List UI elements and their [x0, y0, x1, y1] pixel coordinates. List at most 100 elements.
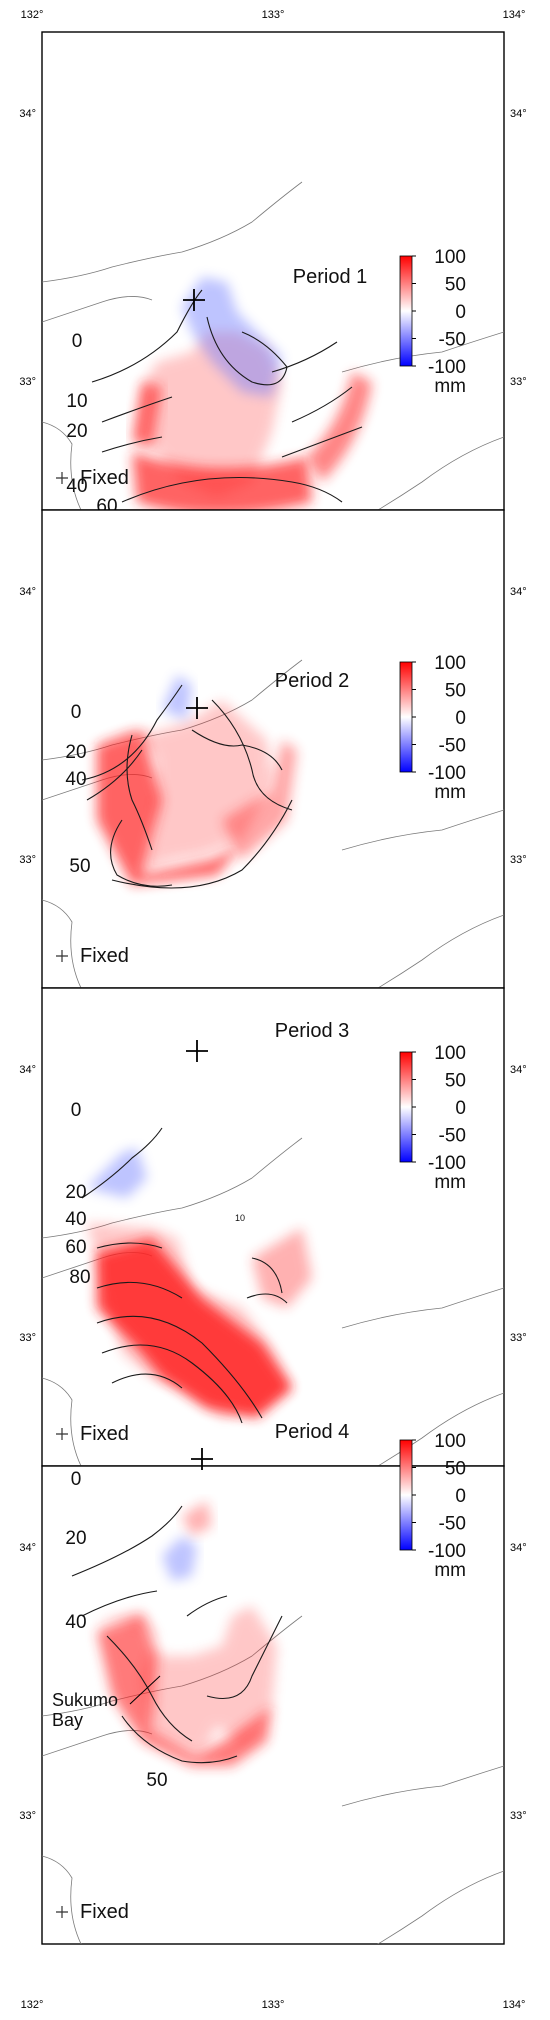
coastline [42, 1377, 82, 1466]
colorbar-tick-label: 50 [445, 275, 466, 296]
colorbar-tick-label: 0 [455, 708, 466, 729]
fixed-station-marker [191, 1448, 213, 1470]
colorbar-gradient [399, 661, 413, 773]
contour-line [101, 436, 163, 453]
contour-line [121, 1715, 238, 1764]
contour-label: 20 [65, 1182, 86, 1203]
colorbar-tick-label: -100 [428, 1541, 466, 1562]
colorbar-tick-label: 0 [455, 302, 466, 323]
uplift-core [182, 1501, 212, 1536]
panel-title: Period 2 [275, 670, 350, 692]
coastline [341, 331, 504, 373]
map-panel-1: Period 1010204060Fixed34°33°34°33°100500… [19, 31, 527, 517]
bottom-tick-133: 133° [262, 1999, 285, 2011]
lat-tick-right: 34° [510, 1542, 527, 1554]
coastline [377, 1870, 504, 1944]
fixed-station-marker [183, 289, 205, 311]
colorbar-unit: mm [434, 376, 466, 397]
colorbar-tick-label: 100 [434, 653, 466, 674]
colorbar-tick-label: 50 [445, 681, 466, 702]
map-panel-2: Period 2 0 20 40 50 Fixed 34° 33° 34° 33° 100 50 0 -5… [19, 509, 527, 989]
subsidence-field [162, 1536, 197, 1581]
lat-tick-left: 34° [19, 1542, 36, 1554]
uplift-field [97, 1606, 277, 1756]
contour-line [81, 684, 183, 781]
contour-label: 40 [65, 769, 86, 790]
contour-label: 20 [66, 421, 87, 442]
contour-line [81, 1127, 163, 1199]
colorbar-gradient [399, 1051, 413, 1163]
lat-tick-left: 34° [19, 586, 36, 598]
contour-line [101, 396, 173, 423]
colorbar-tick-label: -50 [439, 1514, 466, 1535]
contour-label: 0 [71, 702, 82, 723]
contour-label: 40 [66, 476, 87, 497]
fixed-station-marker [186, 1040, 208, 1062]
colorbar-unit: mm [434, 1560, 466, 1581]
colorbar-tick-label: 100 [434, 1431, 466, 1452]
coastline [42, 899, 82, 988]
lat-tick-right: 33° [510, 376, 527, 388]
coastline [341, 1765, 504, 1807]
colorbar-tick-label: 50 [445, 1459, 466, 1480]
panel-title: Period 1 [293, 266, 368, 288]
coastline [341, 809, 504, 851]
colorbar-tick-label: -50 [439, 330, 466, 351]
coastline [42, 296, 153, 323]
contour-line [71, 1505, 183, 1577]
colorbar-tick-label: 100 [434, 247, 466, 268]
lat-tick-left: 33° [19, 376, 36, 388]
uplift-core [97, 730, 242, 885]
coastline [377, 436, 504, 510]
legend-fixed-marker [56, 1906, 68, 1918]
lat-tick-left: 33° [19, 854, 36, 866]
colorbar-gradient [399, 1439, 413, 1551]
lat-tick-left: 34° [19, 108, 36, 120]
top-tick-132: 132° [21, 9, 44, 21]
uplift-core [222, 740, 297, 860]
panel-title: Period 3 [275, 1020, 350, 1042]
panel-frame [41, 31, 505, 511]
coastline [42, 181, 303, 283]
colorbar-tick-label: 0 [455, 1486, 466, 1507]
lat-tick-right: 33° [510, 1332, 527, 1344]
contour-label: 0 [71, 1100, 82, 1121]
contour-line [246, 1293, 288, 1304]
contour-line [211, 699, 293, 811]
contour-line [111, 1373, 183, 1389]
uplift-core [132, 382, 162, 447]
colorbar-tick-label: 0 [455, 1098, 466, 1119]
colorbar-tick-label: -100 [428, 1153, 466, 1174]
contour-line [191, 729, 283, 771]
uplift-core [252, 1228, 312, 1308]
contour-label: 80 [69, 1267, 90, 1288]
colorbar-tick-label: -100 [428, 357, 466, 378]
top-tick-134: 134° [503, 9, 526, 21]
contour-label: 40 [65, 1612, 86, 1633]
contour-line [101, 1344, 243, 1424]
legend-fixed-marker [56, 1428, 68, 1440]
legend-fixed-marker [56, 472, 68, 484]
lat-tick-left: 33° [19, 1332, 36, 1344]
uplift-core [132, 452, 312, 510]
map-panel-3: Period 3 0 20 40 60 80 10 Fixed 34° 33° 34° 33° 100 5… [19, 987, 527, 1467]
contour-line [186, 1595, 228, 1617]
contour-label: 60 [65, 1237, 86, 1258]
subsidence-field [162, 675, 192, 720]
coastline [341, 1287, 504, 1329]
subsidence-field [182, 277, 282, 397]
colorbar-tick-label: -50 [439, 1126, 466, 1147]
top-tick-133: 133° [262, 9, 285, 21]
contour-label: 10 [235, 1213, 245, 1223]
bottom-tick-134: 134° [503, 1999, 526, 2011]
uplift-core [97, 1238, 292, 1418]
contour-line [111, 799, 293, 889]
place-label: Bay [52, 1710, 83, 1730]
contour-line [291, 386, 353, 423]
